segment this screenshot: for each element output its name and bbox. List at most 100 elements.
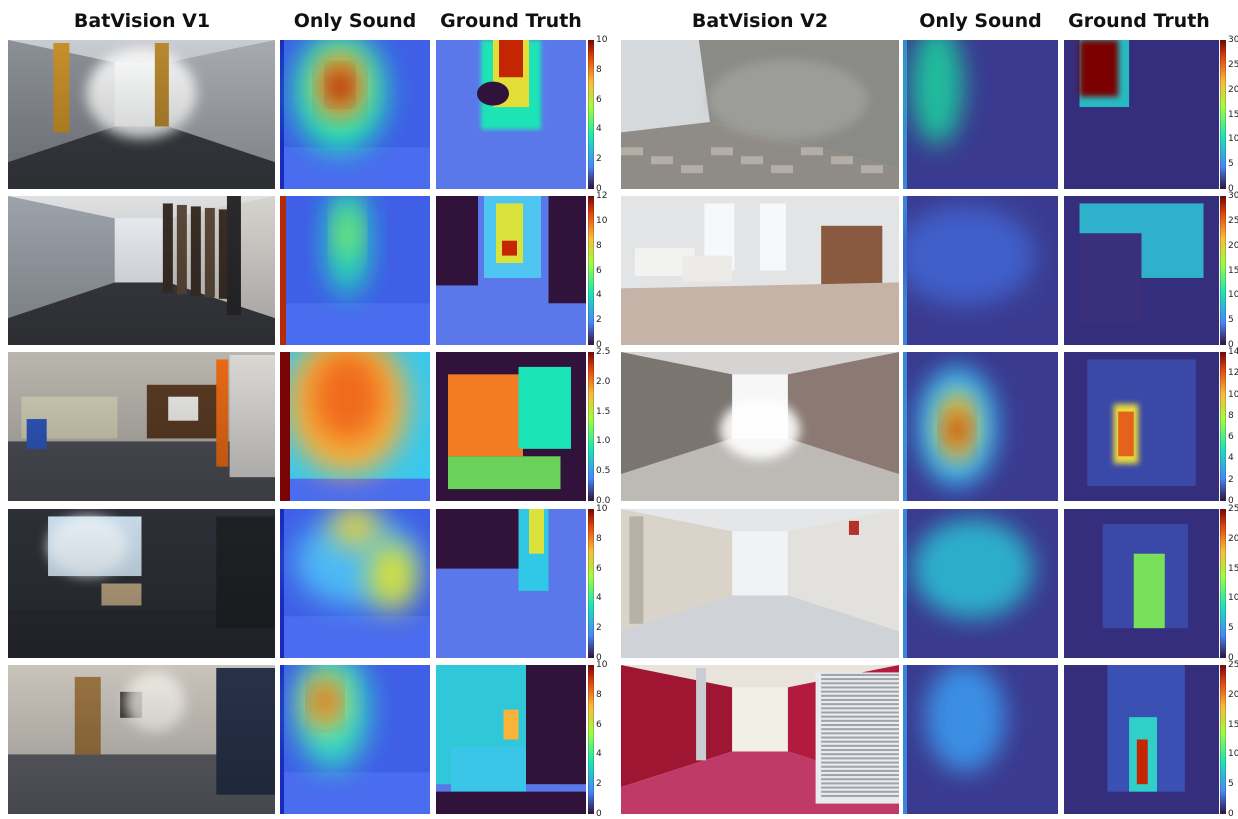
colorbar-tick-label: 1.5 [596, 407, 610, 417]
colorbar-tick-label: 10 [596, 504, 607, 514]
v1-only-sound-depth-office-shelves [280, 196, 430, 345]
colorbar-tick-label: 20 [1228, 690, 1238, 700]
colorbar-tick-label: 10 [1228, 290, 1238, 300]
v2-photo-cafeteria [621, 196, 899, 345]
v2-photo-white-corridor [621, 509, 899, 658]
colorbar-tick-label: 4 [1228, 453, 1234, 463]
v1-photo-office-person [8, 665, 275, 814]
colorbar-tick-label: 6 [596, 95, 602, 105]
colorbar-tick-label: 20 [1228, 241, 1238, 251]
colorbar-tick-label: 2.0 [596, 377, 610, 387]
colorbar-tick-label: 20 [1228, 85, 1238, 95]
v1-photo-office-shelves [8, 196, 275, 345]
v1-only-sound-depth-office-windows [280, 509, 430, 658]
header-batvision-v2: BatVision V2 [621, 6, 899, 36]
colorbar-tick-label: 30 [1228, 191, 1238, 201]
v1-ground-truth-depth-office-windows [436, 509, 586, 658]
v2-ground-truth-depth-cafeteria [1064, 196, 1219, 345]
colorbar-tick-label: 4 [596, 290, 602, 300]
v1-ground-truth-depth-hallway-carpet [436, 40, 586, 189]
header-v1-ground-truth: Ground Truth [436, 6, 586, 36]
colorbar-tick-label: 10 [596, 216, 607, 226]
v2-colorbar-cafeteria [1220, 196, 1226, 345]
colorbar-tick-label: 10 [1228, 134, 1238, 144]
v1-only-sound-depth-office-cabinets [280, 352, 430, 501]
colorbar-tick-label: 8 [596, 65, 602, 75]
colorbar-tick-label: 15 [1228, 564, 1238, 574]
v1-photo-office-cabinets [8, 352, 275, 501]
v2-ground-truth-depth-white-corridor [1064, 509, 1219, 658]
colorbar-tick-label: 10 [1228, 593, 1238, 603]
header-v2-only-sound: Only Sound [903, 6, 1058, 36]
colorbar-tick-label: 2 [596, 623, 602, 633]
colorbar-tick-label: 6 [1228, 432, 1234, 442]
colorbar-tick-label: 4 [596, 124, 602, 134]
v2-only-sound-depth-white-corridor [903, 509, 1058, 658]
colorbar-tick-label: 6 [596, 720, 602, 730]
colorbar-tick-label: 2 [596, 779, 602, 789]
v2-photo-stone-tunnel [621, 352, 899, 501]
v2-colorbar-stone-tunnel [1220, 352, 1226, 501]
colorbar-tick-label: 8 [1228, 411, 1234, 421]
v2-only-sound-depth-red-corridor [903, 665, 1058, 814]
colorbar-tick-label: 8 [596, 690, 602, 700]
colorbar-tick-label: 10 [596, 660, 607, 670]
v2-ground-truth-depth-red-corridor [1064, 665, 1219, 814]
v2-colorbar-white-corridor [1220, 509, 1226, 658]
v1-colorbar-office-windows [588, 509, 594, 658]
colorbar-tick-label: 25 [1228, 660, 1238, 670]
colorbar-tick-label: 6 [596, 266, 602, 276]
colorbar-tick-label: 12 [596, 191, 607, 201]
v2-colorbar-red-corridor [1220, 665, 1226, 814]
colorbar-tick-label: 2 [1228, 475, 1234, 485]
colorbar-tick-label: 14 [1228, 347, 1238, 357]
colorbar-tick-label: 0 [1228, 809, 1234, 819]
colorbar-tick-label: 15 [1228, 110, 1238, 120]
colorbar-tick-label: 30 [1228, 35, 1238, 45]
v1-ground-truth-depth-office-person [436, 665, 586, 814]
colorbar-tick-label: 0.5 [596, 466, 610, 476]
header-batvision-v1: BatVision V1 [8, 6, 276, 36]
header-v1-only-sound: Only Sound [280, 6, 430, 36]
v2-only-sound-depth-cafeteria [903, 196, 1058, 345]
colorbar-tick-label: 5 [1228, 623, 1234, 633]
colorbar-tick-label: 15 [1228, 266, 1238, 276]
colorbar-tick-label: 25 [1228, 216, 1238, 226]
v1-colorbar-hallway-carpet [588, 40, 594, 189]
v1-only-sound-depth-office-person [280, 665, 430, 814]
colorbar-tick-label: 10 [596, 35, 607, 45]
v1-ground-truth-depth-office-shelves [436, 196, 586, 345]
v1-colorbar-office-person [588, 665, 594, 814]
v1-colorbar-office-cabinets [588, 352, 594, 501]
header-v2-ground-truth: Ground Truth [1064, 6, 1214, 36]
colorbar-tick-label: 10 [1228, 749, 1238, 759]
v2-ground-truth-depth-cobblestone-street [1064, 40, 1219, 189]
v1-ground-truth-depth-office-cabinets [436, 352, 586, 501]
colorbar-tick-label: 8 [596, 534, 602, 544]
v2-only-sound-depth-cobblestone-street [903, 40, 1058, 189]
v1-photo-hallway-carpet [8, 40, 275, 189]
colorbar-tick-label: 4 [596, 593, 602, 603]
v2-only-sound-depth-stone-tunnel [903, 352, 1058, 501]
colorbar-tick-label: 0 [596, 809, 602, 819]
colorbar-tick-label: 6 [596, 564, 602, 574]
colorbar-tick-label: 15 [1228, 720, 1238, 730]
colorbar-tick-label: 10 [1228, 390, 1238, 400]
colorbar-tick-label: 25 [1228, 504, 1238, 514]
v2-photo-cobblestone-street [621, 40, 899, 189]
colorbar-tick-label: 2 [596, 154, 602, 164]
v1-only-sound-depth-hallway-carpet [280, 40, 430, 189]
colorbar-tick-label: 5 [1228, 315, 1234, 325]
v2-photo-red-corridor [621, 665, 899, 814]
colorbar-tick-label: 1.0 [596, 436, 610, 446]
v2-colorbar-cobblestone-street [1220, 40, 1226, 189]
colorbar-tick-label: 12 [1228, 368, 1238, 378]
colorbar-tick-label: 4 [596, 749, 602, 759]
colorbar-tick-label: 8 [596, 241, 602, 251]
colorbar-tick-label: 25 [1228, 60, 1238, 70]
colorbar-tick-label: 2 [596, 315, 602, 325]
colorbar-tick-label: 20 [1228, 534, 1238, 544]
colorbar-tick-label: 5 [1228, 159, 1234, 169]
v2-ground-truth-depth-stone-tunnel [1064, 352, 1219, 501]
colorbar-tick-label: 5 [1228, 779, 1234, 789]
